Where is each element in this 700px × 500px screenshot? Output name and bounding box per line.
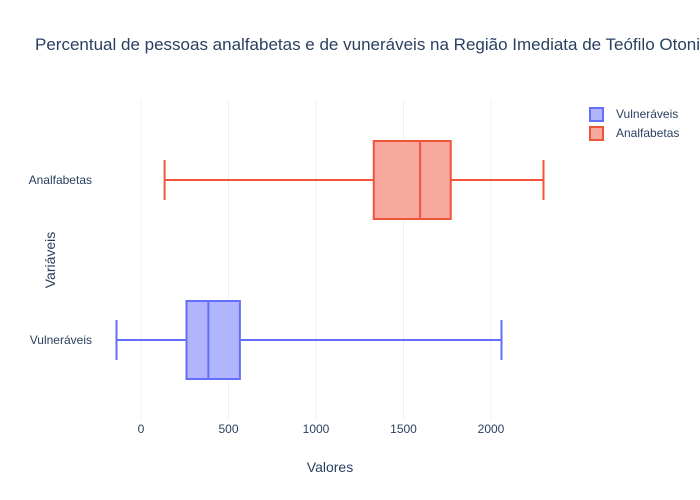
x-tick-label: 1000 [303,422,330,436]
iqr-box [185,300,241,380]
x-tick-label: 500 [218,422,238,436]
x-axis-title: Valores [307,459,353,475]
x-tick-label: 2000 [478,422,505,436]
y-category-labels: Vulneráveis Analfabetas [29,173,92,347]
iqr-box [372,140,452,220]
y-axis-title: Variáveis [42,232,58,289]
box-series [115,140,545,380]
x-tick-labels: 0 500 1000 1500 2000 [138,422,505,436]
box-analfabetas[interactable] [163,140,545,220]
legend-item-vulneráveis[interactable]: Vulneráveis [589,107,678,122]
y-category-label: Analfabetas [29,173,92,187]
legend-item-analfabetas[interactable]: Analfabetas [589,126,679,141]
legend-label: Analfabetas [616,126,679,140]
y-category-label: Vulneráveis [30,333,92,347]
x-tick-label: 0 [138,422,145,436]
box-vulneráveis[interactable] [115,300,503,380]
legend-label: Vulneráveis [616,107,678,121]
legend[interactable]: Vulneráveis Analfabetas [589,107,679,141]
legend-swatch [589,107,604,122]
x-tick-label: 1500 [390,422,417,436]
chart-title: Percentual de pessoas analfabetas e de v… [35,35,700,54]
legend-swatch [589,126,604,141]
